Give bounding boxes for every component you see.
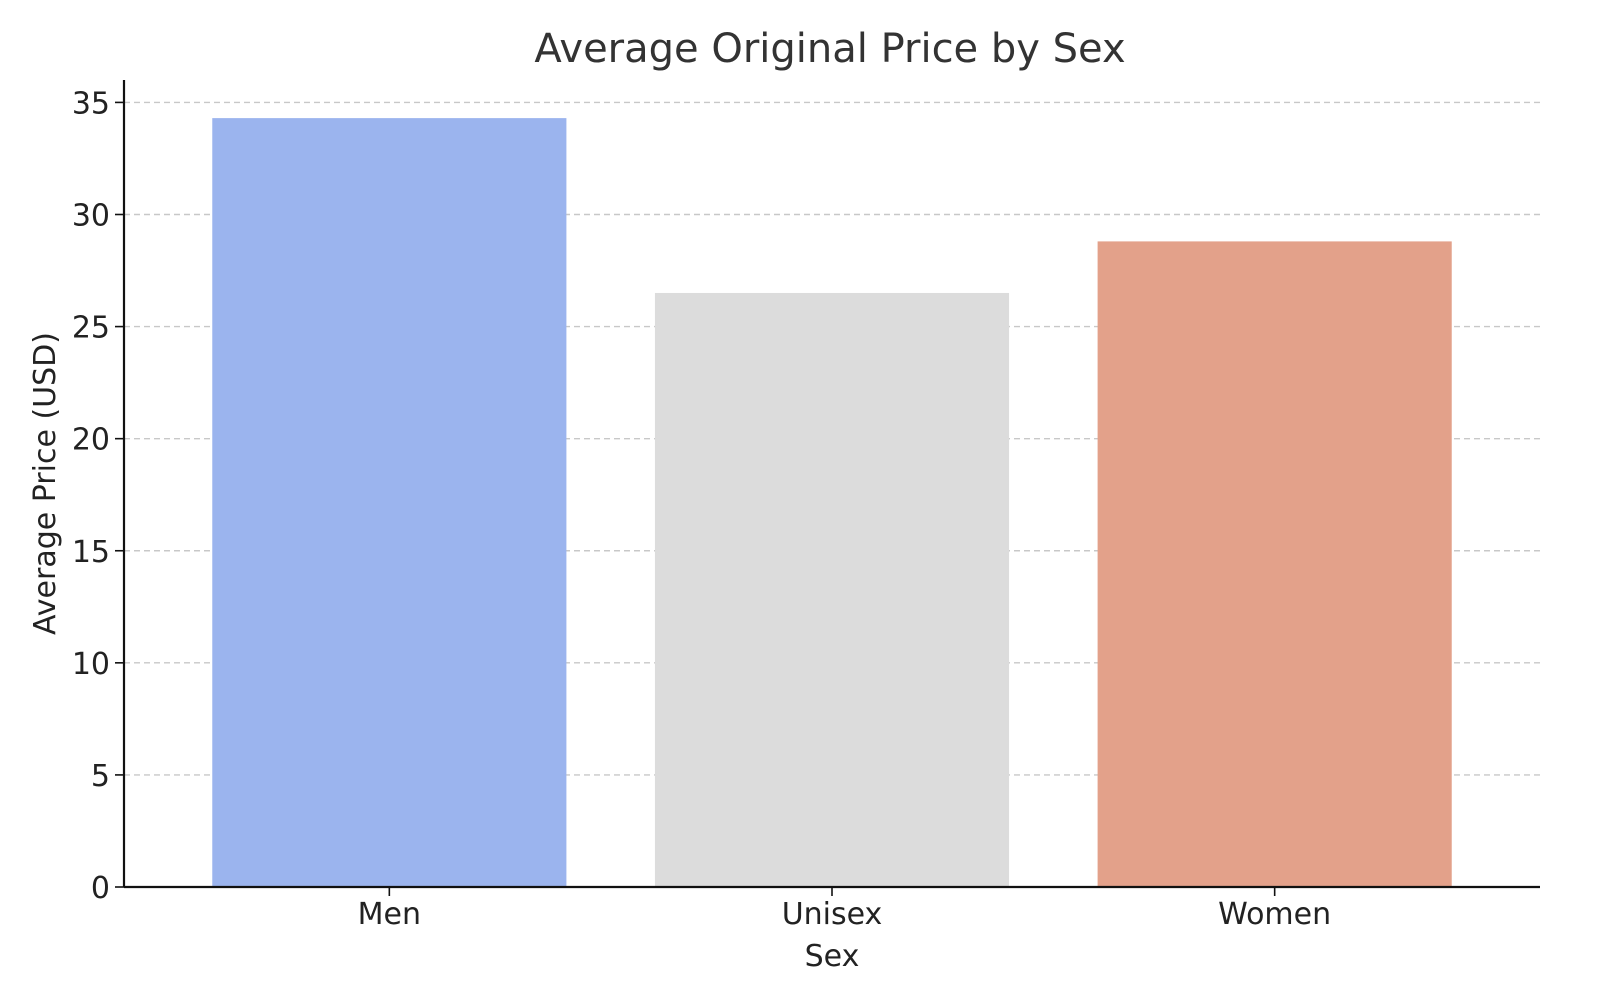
y-tick-label: 5	[91, 759, 110, 794]
bars	[212, 118, 1452, 887]
bar-unisex	[654, 292, 1010, 887]
y-axis-title: Average Price (USD)	[28, 332, 63, 635]
y-tick-label: 20	[72, 423, 110, 458]
y-tick-label: 35	[72, 86, 110, 121]
y-tick-label: 0	[91, 871, 110, 906]
y-tick-label: 15	[72, 535, 110, 570]
x-tick-label-unisex: Unisex	[782, 897, 883, 932]
x-ticks: Men Unisex Women	[358, 887, 1331, 932]
y-ticks: 0 5 10 15 20 25 30 35	[72, 86, 124, 906]
bar-women	[1097, 241, 1452, 887]
chart-title: Average Original Price by Sex	[534, 26, 1125, 72]
x-axis-title: Sex	[805, 939, 860, 974]
y-tick-label: 25	[72, 311, 110, 346]
bar-men	[212, 118, 567, 887]
y-tick-label: 10	[72, 647, 110, 682]
y-tick-label: 30	[72, 199, 110, 234]
x-tick-label-women: Women	[1218, 897, 1331, 932]
x-tick-label-men: Men	[358, 897, 421, 932]
